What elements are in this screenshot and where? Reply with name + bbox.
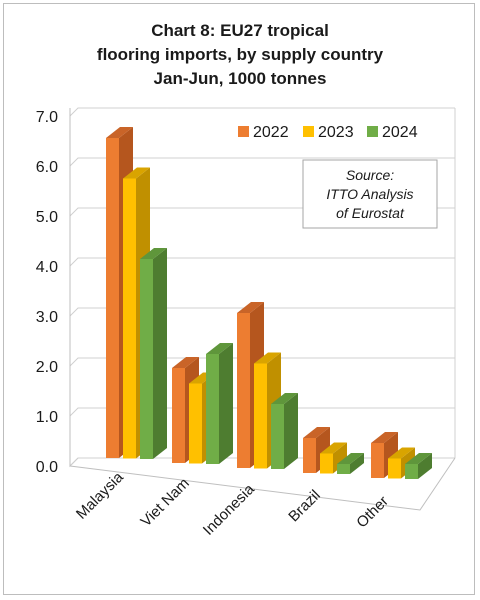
gridline <box>69 407 455 417</box>
bar-brazil-2023 <box>320 453 333 474</box>
bar-top-malaysia-2024 <box>140 248 167 259</box>
y-tick-label: 0.0 <box>36 459 58 476</box>
legend-label-2022: 2022 <box>253 124 289 141</box>
bar-top-malaysia-2023 <box>123 167 150 179</box>
bar-other-2023 <box>388 458 401 479</box>
legend-swatch-2024 <box>367 126 378 137</box>
x-category-label: Viet Nam <box>137 475 192 530</box>
source-note-line-1: Source: <box>346 167 394 183</box>
bar-side-brazil-2024 <box>350 453 364 474</box>
bar-other-2024 <box>405 464 418 479</box>
bar-side-indonesia-2024 <box>284 393 298 469</box>
x-axis: Malaysia Viet Nam Indonesia Brazil Other <box>73 468 392 538</box>
source-note-line-3: of Eurostat <box>336 205 405 221</box>
bar-top-other-2024 <box>405 453 432 464</box>
x-category-label: Other <box>353 493 392 532</box>
bar-viet-nam-2022 <box>172 368 185 463</box>
bar-indonesia-2024 <box>271 404 284 469</box>
bar-side-malaysia-2024 <box>153 248 167 459</box>
floor-edge <box>69 457 456 511</box>
source-note-line-2: ITTO Analysis <box>326 186 413 202</box>
bar-viet-nam-2023 <box>189 383 202 464</box>
bar-top-indonesia-2023 <box>254 352 281 364</box>
title-line-1: Chart 8: EU27 tropical <box>151 21 329 40</box>
title-line-3: Jan-Jun, 1000 tonnes <box>154 69 327 88</box>
bar-top-brazil-2022 <box>303 427 330 438</box>
legend-swatch-2023 <box>303 126 314 137</box>
bar-indonesia-2022 <box>237 313 250 468</box>
bar-top-brazil-2024 <box>337 453 364 464</box>
y-tick-label: 3.0 <box>36 309 58 326</box>
bar-other-2022 <box>371 443 384 478</box>
y-tick-label: 5.0 <box>36 209 58 226</box>
bar-top-indonesia-2024 <box>271 393 298 404</box>
legend-label-2024: 2024 <box>382 124 418 141</box>
bars <box>106 127 432 479</box>
legend: 2022 2023 2024 <box>238 124 418 141</box>
legend-swatch-2022 <box>238 126 249 137</box>
y-tick-label: 6.0 <box>36 159 58 176</box>
x-category-label: Brazil <box>285 487 324 526</box>
bar-side-other-2024 <box>418 453 432 479</box>
gridline <box>69 307 455 317</box>
title-line-2: flooring imports, by supply country <box>97 45 384 64</box>
bar-top-viet-nam-2022 <box>172 357 199 368</box>
y-tick-label: 7.0 <box>36 109 58 126</box>
legend-label-2023: 2023 <box>318 124 354 141</box>
bar-top-malaysia-2022 <box>106 127 133 138</box>
bar-viet-nam-2024 <box>206 354 219 464</box>
bar-indonesia-2023 <box>254 363 267 469</box>
bar-top-other-2023 <box>388 447 415 459</box>
y-tick-label: 4.0 <box>36 259 58 276</box>
gridline <box>69 257 455 267</box>
bar-brazil-2024 <box>337 464 350 474</box>
x-category-label: Malaysia <box>73 468 127 522</box>
bar-malaysia-2022 <box>106 138 119 458</box>
bar-top-brazil-2023 <box>320 442 347 454</box>
gridline <box>69 357 455 367</box>
bar-top-other-2022 <box>371 432 398 443</box>
chart-frame <box>3 3 475 595</box>
y-tick-label: 2.0 <box>36 359 58 376</box>
bar-side-viet-nam-2024 <box>219 343 233 464</box>
chart-title: Chart 8: EU27 tropical flooring imports,… <box>97 21 384 88</box>
bar-brazil-2022 <box>303 438 316 473</box>
bar-top-viet-nam-2024 <box>206 343 233 354</box>
bar-malaysia-2024 <box>140 259 153 459</box>
bar-side-brazil-2023 <box>333 442 347 474</box>
gridline <box>69 107 455 117</box>
source-note-box <box>302 159 438 229</box>
y-axis: 0.0 1.0 2.0 3.0 4.0 5.0 6.0 7.0 <box>36 108 71 476</box>
x-category-label: Indonesia <box>200 480 258 538</box>
source-note: Source: ITTO Analysis of Eurostat <box>302 159 438 229</box>
bar-top-indonesia-2022 <box>237 302 264 313</box>
y-tick-label: 1.0 <box>36 409 58 426</box>
gridline <box>69 157 455 167</box>
bar-malaysia-2023 <box>123 178 136 459</box>
